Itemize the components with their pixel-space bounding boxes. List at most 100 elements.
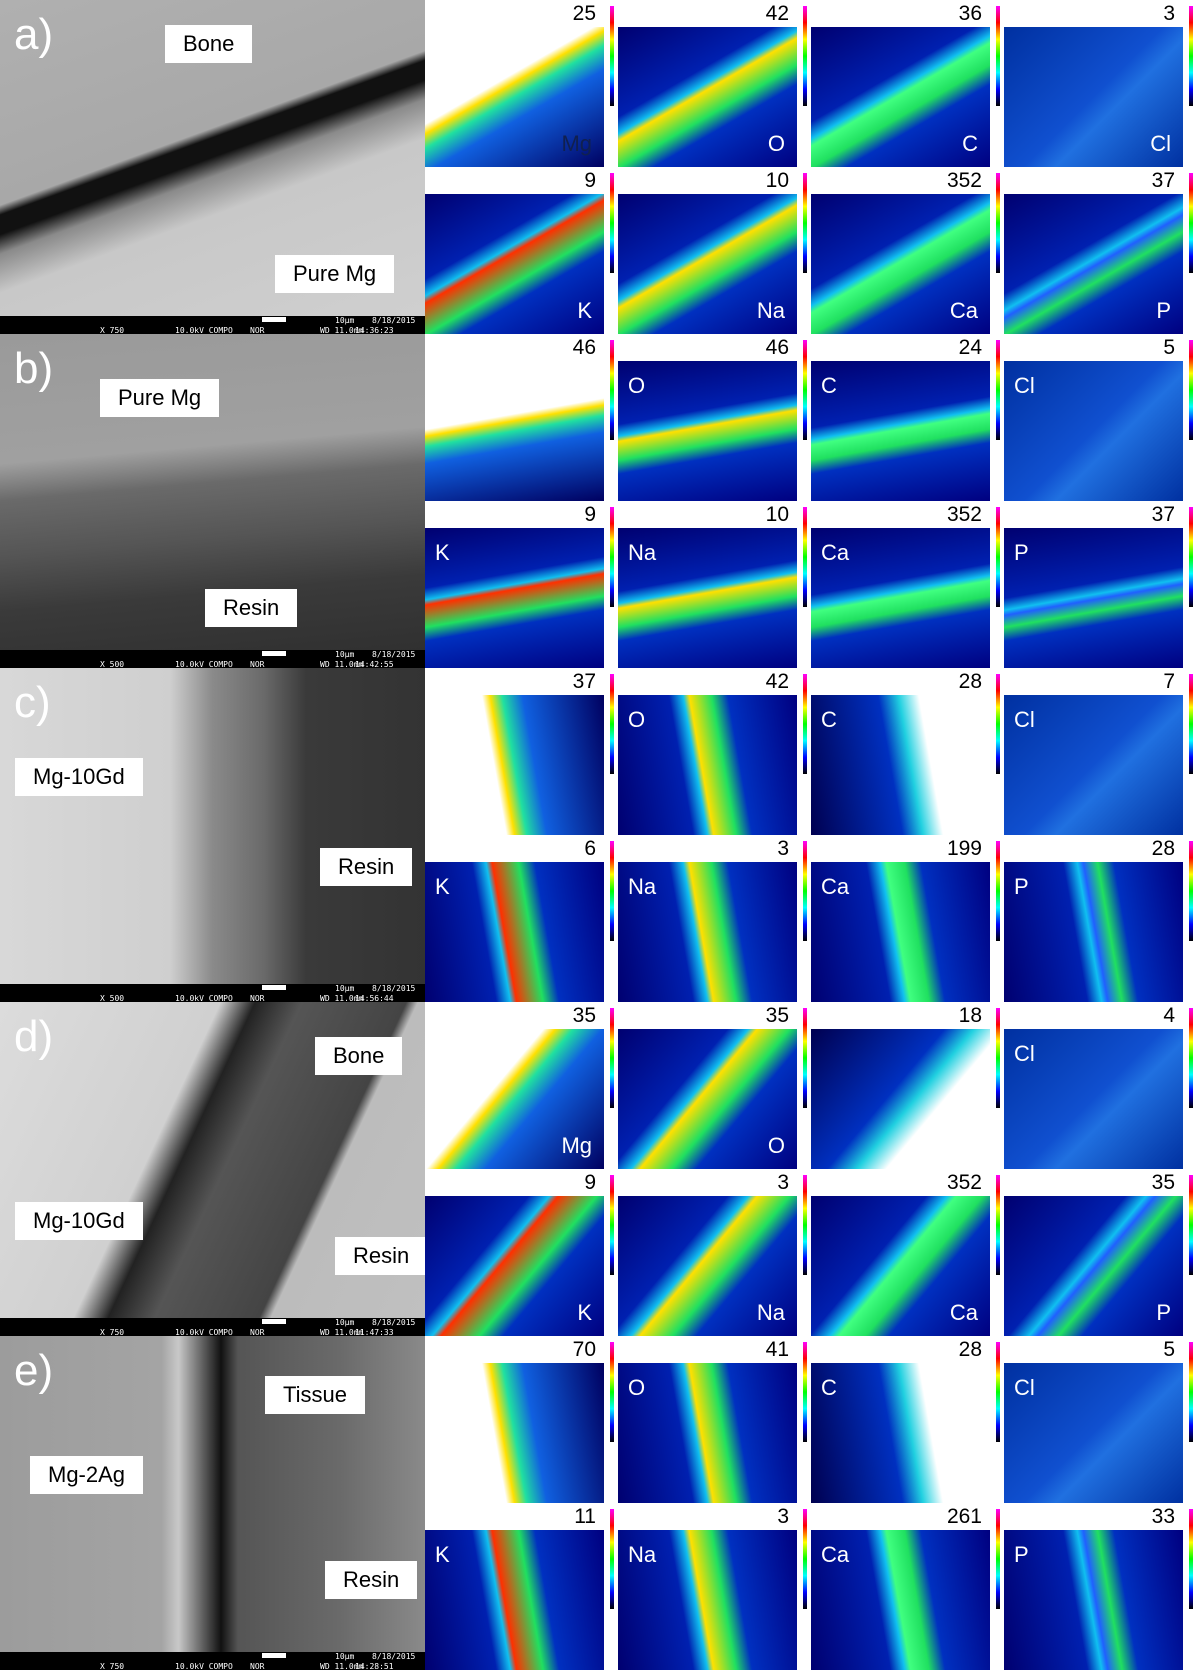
element-label: Ca	[821, 1542, 849, 1568]
color-bar	[803, 1509, 807, 1609]
max-count: 4	[1163, 1004, 1175, 1028]
element-map: 9K	[425, 501, 618, 668]
image-label: Resin	[320, 848, 412, 886]
max-count: 28	[1152, 837, 1175, 861]
element-label: Na	[757, 1300, 785, 1326]
max-count: 46	[766, 336, 789, 360]
color-bar	[803, 841, 807, 941]
element-label: P	[1156, 298, 1171, 324]
element-map: 35P	[1004, 1169, 1197, 1336]
element-label: K	[435, 874, 450, 900]
element-label: Na	[628, 1542, 656, 1568]
element-label: Ca	[821, 874, 849, 900]
max-count: 25	[573, 2, 596, 26]
footer-text: 8/18/2015	[372, 984, 415, 993]
element-label: C	[821, 1375, 837, 1401]
element-label: Mg	[435, 373, 466, 399]
element-map: 37 P	[1004, 167, 1197, 334]
element-label: Ca	[821, 540, 849, 566]
image-label: Resin	[335, 1237, 425, 1275]
max-count: 9	[584, 503, 596, 527]
footer-text: NOR	[250, 660, 264, 668]
element-label: Na	[628, 540, 656, 566]
max-count: 261	[947, 1505, 982, 1529]
element-label: O	[628, 707, 645, 733]
max-count: 35	[1152, 1171, 1175, 1195]
color-bar	[1189, 674, 1193, 774]
max-count: 24	[959, 336, 982, 360]
element-label: O	[628, 1375, 645, 1401]
color-bar	[1189, 173, 1193, 273]
panel-letter: a)	[14, 10, 53, 60]
color-bar	[610, 841, 614, 941]
color-bar	[803, 1008, 807, 1108]
image-label: Bone	[165, 25, 252, 63]
element-map: 28P	[1004, 835, 1197, 1002]
footer-text: 8/18/2015	[372, 650, 415, 659]
color-bar	[1189, 1509, 1193, 1609]
footer-text: 14:42:55	[355, 660, 394, 668]
footer-text: 14:36:23	[355, 326, 394, 334]
max-count: 10	[766, 503, 789, 527]
max-count: 3	[777, 1171, 789, 1195]
color-bar	[610, 674, 614, 774]
scale-bar	[262, 1319, 286, 1324]
max-count: 37	[1152, 169, 1175, 193]
color-bar	[996, 1008, 1000, 1108]
element-map: 10Na	[618, 167, 811, 334]
element-map: 9K	[425, 167, 618, 334]
image-label: Mg-10Gd	[15, 758, 143, 796]
footer-text: X 500	[100, 994, 124, 1002]
element-label: O	[768, 1133, 785, 1159]
element-label: C	[962, 1133, 978, 1159]
color-bar	[996, 507, 1000, 607]
element-label: Mg	[561, 1133, 592, 1159]
footer-text: X 750	[100, 1328, 124, 1336]
image-label: Tissue	[265, 1376, 365, 1414]
color-bar	[996, 1342, 1000, 1442]
footer-text: 10µm	[335, 1318, 354, 1327]
element-label: O	[768, 131, 785, 157]
max-count: 9	[584, 169, 596, 193]
element-map: 352Ca	[811, 1169, 1004, 1336]
max-count: 28	[959, 1338, 982, 1362]
color-bar	[803, 1342, 807, 1442]
element-label: Cl	[1014, 1041, 1035, 1067]
map-image	[1004, 528, 1183, 668]
element-map: 28 C	[811, 1336, 1004, 1503]
footer-text: X 750	[100, 1662, 124, 1670]
max-count: 35	[573, 1004, 596, 1028]
footer-text: 10.0kV COMPO	[175, 1328, 233, 1336]
color-bar	[996, 674, 1000, 774]
map-image	[1004, 1530, 1183, 1670]
element-label: C	[962, 131, 978, 157]
color-bar	[1189, 1008, 1193, 1108]
element-map: 4 Cl	[1004, 1002, 1197, 1169]
element-map: 5Cl	[1004, 334, 1197, 501]
panel-letter: d)	[14, 1012, 53, 1062]
element-map: 28C	[811, 668, 1004, 835]
max-count: 10	[766, 169, 789, 193]
footer-text: 11:47:33	[355, 1328, 394, 1336]
max-count: 35	[766, 1004, 789, 1028]
map-image	[425, 862, 604, 1002]
image-label: Pure Mg	[100, 379, 219, 417]
element-label: P	[1014, 540, 1029, 566]
element-map: 42O	[618, 0, 811, 167]
color-bar	[803, 6, 807, 106]
max-count: 6	[584, 837, 596, 861]
element-map: 3 Na	[618, 1169, 811, 1336]
max-count: 37	[573, 670, 596, 694]
max-count: 7	[1163, 670, 1175, 694]
map-image	[425, 528, 604, 668]
map-image	[811, 695, 990, 835]
